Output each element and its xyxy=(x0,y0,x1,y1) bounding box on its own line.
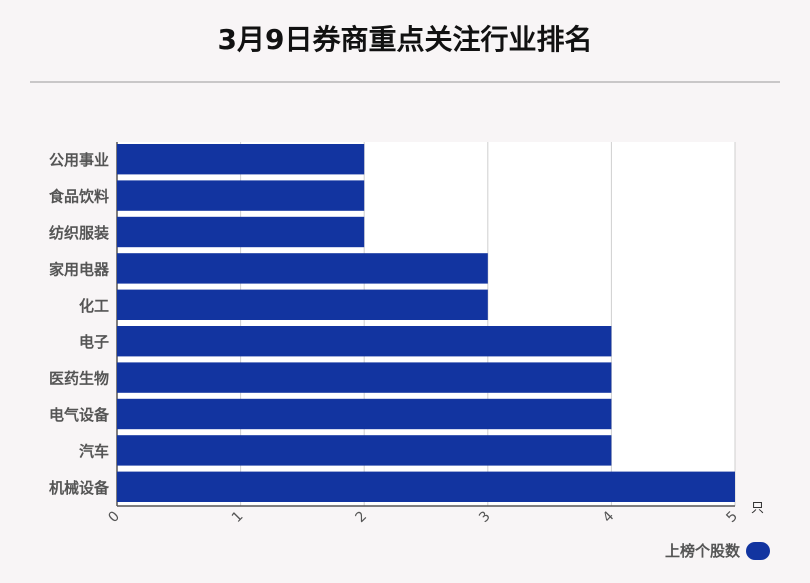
category-label: 食品饮料 xyxy=(49,188,109,206)
bar xyxy=(117,144,365,175)
bar xyxy=(117,289,488,320)
bar xyxy=(117,216,365,248)
category-label: 纺织服装 xyxy=(49,224,110,242)
category-label: 公用事业 xyxy=(49,151,109,169)
x-tick-label: 3 xyxy=(476,508,494,526)
x-tick-label: 1 xyxy=(229,508,247,526)
category-label: 电气设备 xyxy=(49,406,110,424)
x-unit-label: 只 xyxy=(751,501,764,516)
category-label: 机械设备 xyxy=(49,479,110,497)
category-label: 化工 xyxy=(79,297,109,315)
bar xyxy=(117,362,612,393)
bar xyxy=(117,326,612,357)
legend-swatch xyxy=(746,541,770,560)
chart-title: 3月9日券商重点关注行业排名 xyxy=(217,23,593,56)
category-label: 医药生物 xyxy=(49,370,109,388)
category-label: 家用电器 xyxy=(49,260,110,278)
category-label: 汽车 xyxy=(79,442,109,460)
x-tick-label: 0 xyxy=(105,508,123,526)
category-label: 电子 xyxy=(79,333,109,351)
bar xyxy=(117,398,612,430)
legend: 上榜个股数 xyxy=(665,540,770,561)
bar xyxy=(117,180,365,211)
x-tick-label: 4 xyxy=(600,508,618,526)
x-tick-label: 5 xyxy=(723,508,741,526)
title-divider xyxy=(30,81,780,83)
x-tick-label: 2 xyxy=(353,508,371,526)
bar xyxy=(117,471,735,502)
bar xyxy=(117,435,612,466)
bar xyxy=(117,253,488,284)
legend-label: 上榜个股数 xyxy=(664,542,740,560)
